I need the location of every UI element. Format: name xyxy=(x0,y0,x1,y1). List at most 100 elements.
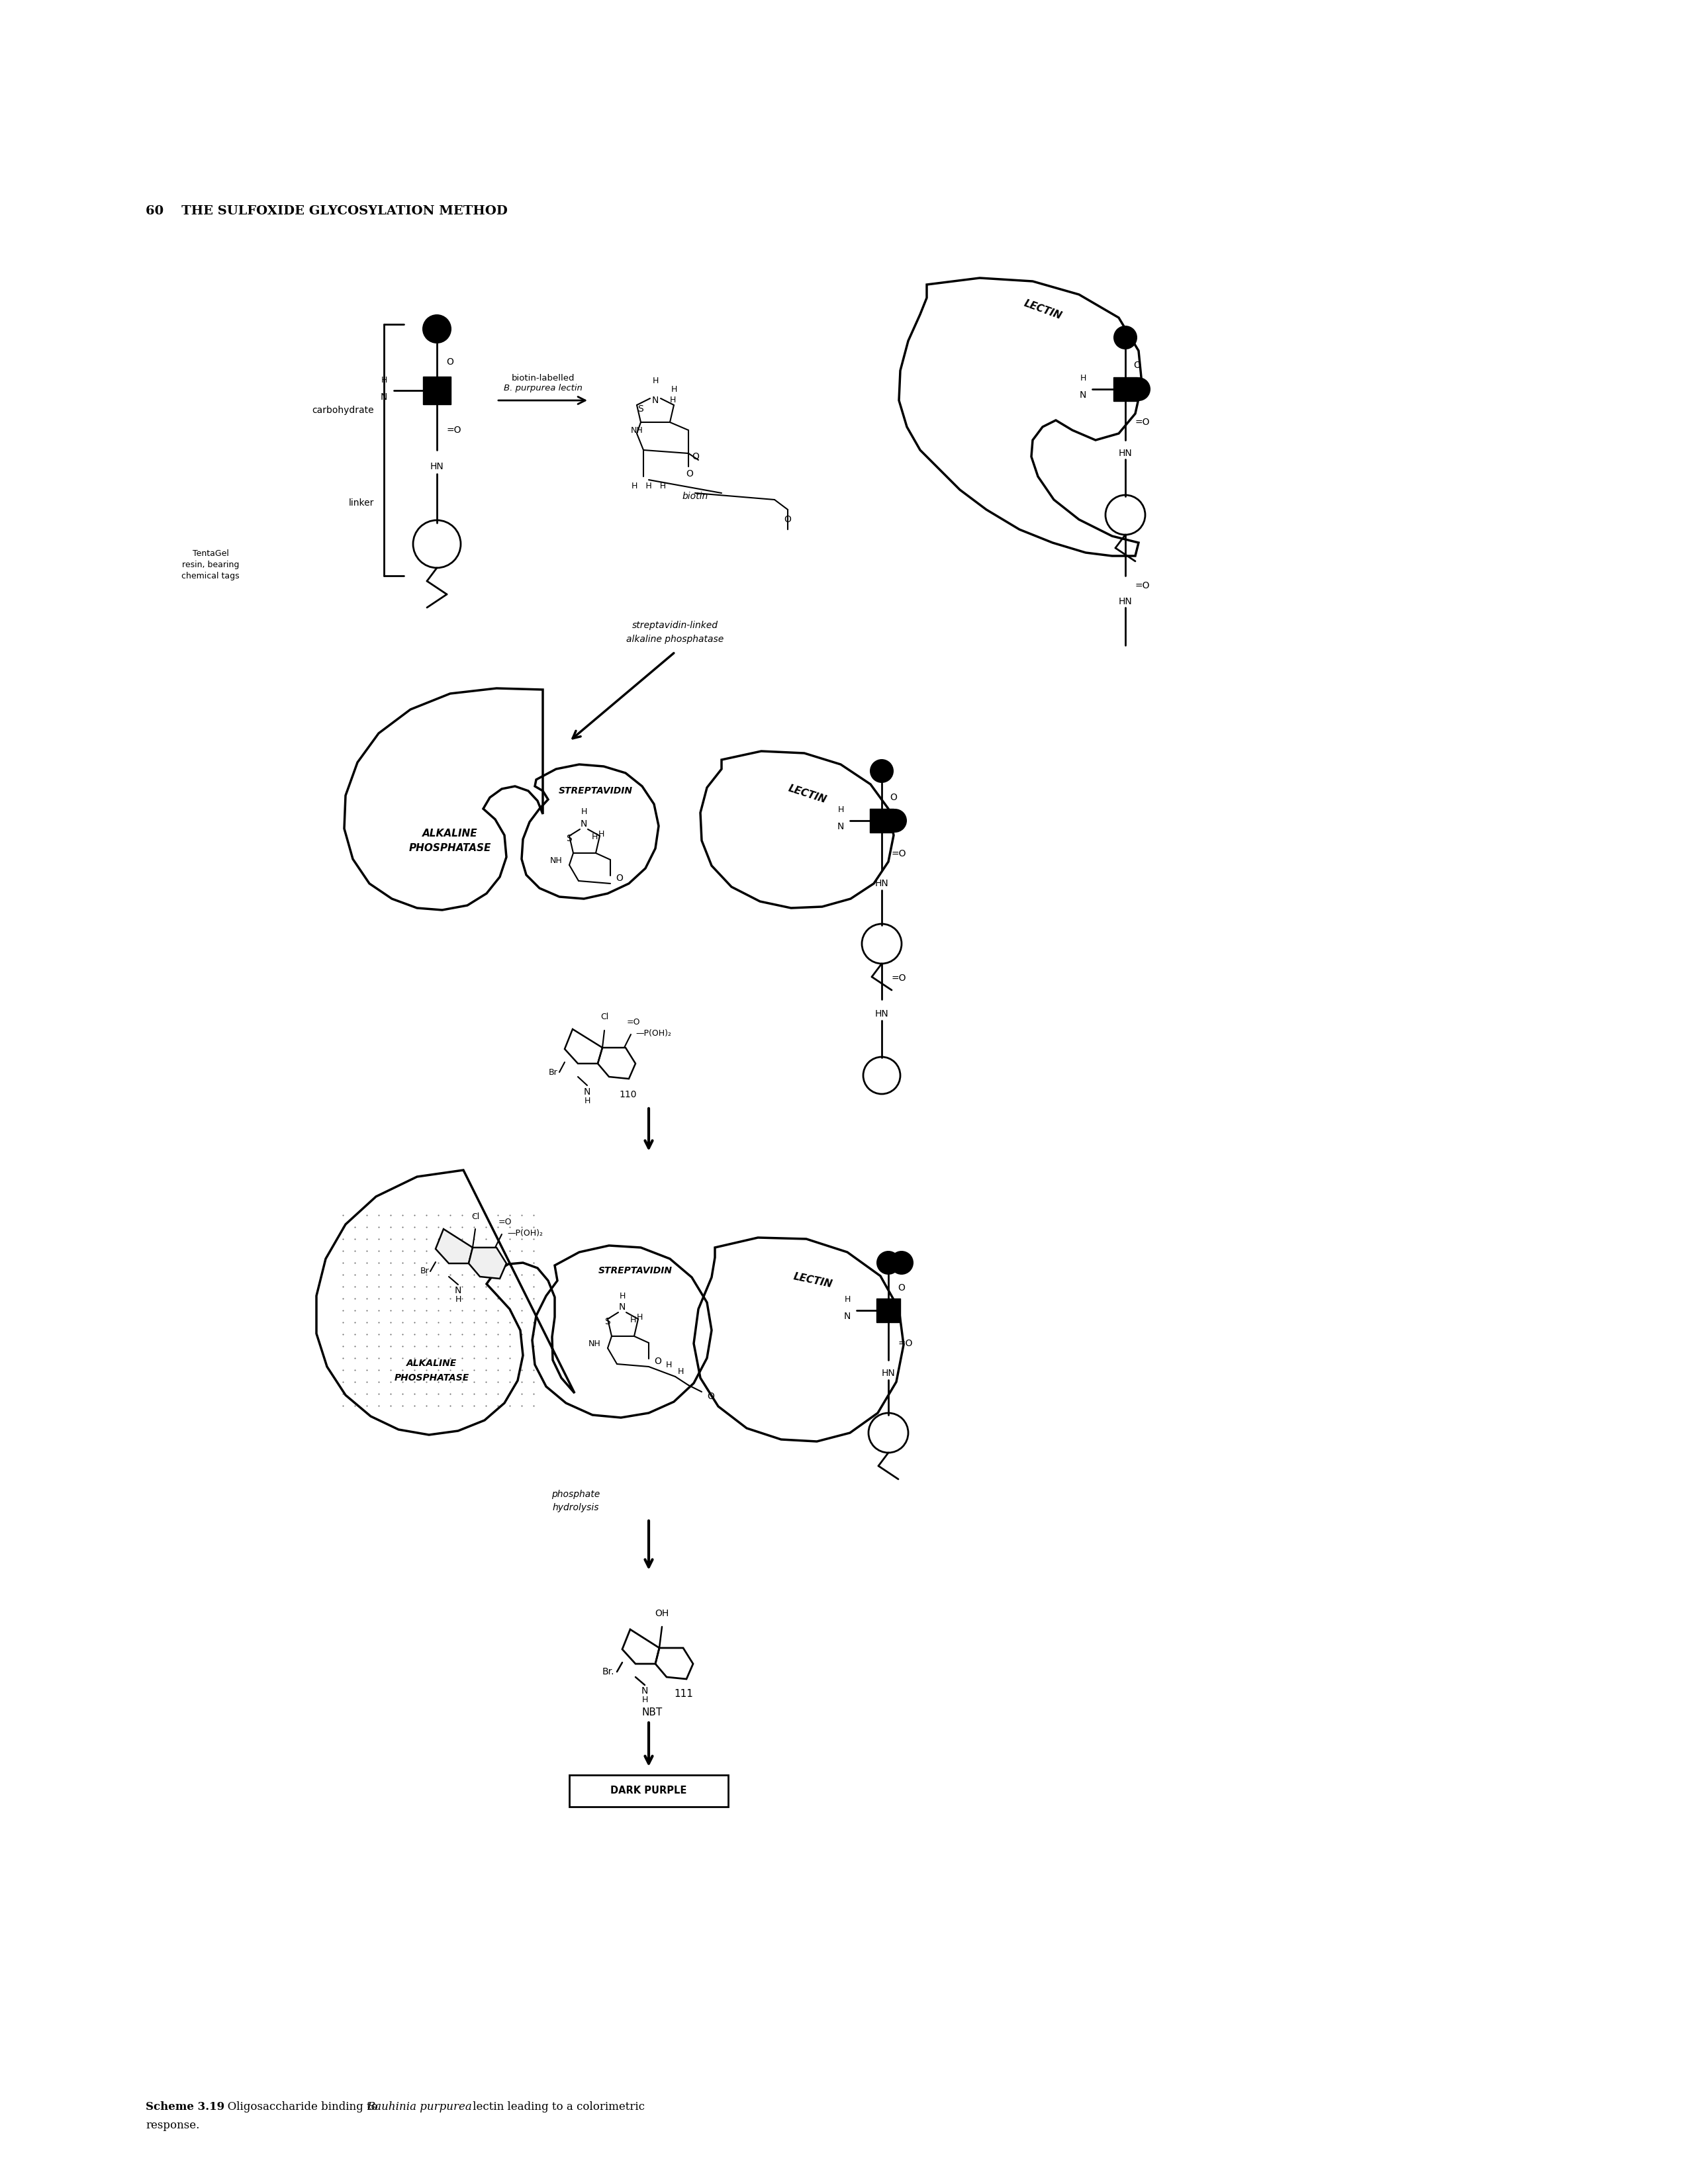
Text: 110: 110 xyxy=(619,1090,636,1099)
Text: LECTIN: LECTIN xyxy=(787,784,829,806)
Text: HN: HN xyxy=(874,878,888,889)
Polygon shape xyxy=(436,1230,473,1262)
Text: H: H xyxy=(636,1313,643,1321)
Text: H: H xyxy=(665,1361,672,1369)
Text: Cl: Cl xyxy=(471,1212,479,1221)
Text: PHOSPHATASE: PHOSPHATASE xyxy=(393,1374,469,1382)
Circle shape xyxy=(890,1251,913,1275)
Circle shape xyxy=(869,760,893,782)
Text: DARK PURPLE: DARK PURPLE xyxy=(611,1787,687,1795)
Text: biotin-labelled: biotin-labelled xyxy=(511,373,574,382)
Text: LECTIN: LECTIN xyxy=(1023,299,1063,321)
Text: ALKALINE: ALKALINE xyxy=(422,830,478,839)
Text: N: N xyxy=(380,393,387,402)
Text: =O: =O xyxy=(498,1219,511,1227)
Text: S: S xyxy=(567,834,572,843)
Text: H: H xyxy=(381,376,387,384)
Text: H: H xyxy=(837,806,844,815)
Text: N: N xyxy=(584,1088,591,1096)
Text: Br.: Br. xyxy=(603,1666,614,1677)
Text: S: S xyxy=(604,1317,611,1326)
Text: response.: response. xyxy=(145,2121,199,2132)
Text: carbohydrate: carbohydrate xyxy=(312,406,375,415)
Text: ALKALINE: ALKALINE xyxy=(407,1358,457,1367)
Circle shape xyxy=(876,1251,900,1275)
Text: =O: =O xyxy=(898,1339,913,1348)
Text: LECTIN: LECTIN xyxy=(792,1271,834,1289)
Text: H: H xyxy=(844,1295,851,1304)
Text: Br: Br xyxy=(549,1068,559,1077)
Bar xyxy=(876,1299,900,1321)
Text: biotin: biotin xyxy=(682,491,707,500)
Text: O: O xyxy=(692,452,699,461)
Text: OH: OH xyxy=(655,1610,668,1618)
Text: N: N xyxy=(454,1286,461,1295)
Text: O: O xyxy=(1133,360,1141,369)
Text: 111: 111 xyxy=(674,1688,694,1699)
Text: HN: HN xyxy=(1119,596,1133,607)
Text: H: H xyxy=(670,384,677,393)
Text: NH: NH xyxy=(631,426,643,435)
Text: N: N xyxy=(581,819,587,828)
Text: H: H xyxy=(619,1293,625,1302)
Text: S: S xyxy=(638,404,643,413)
Text: HN: HN xyxy=(1119,448,1133,459)
Text: N: N xyxy=(844,1313,851,1321)
Text: O: O xyxy=(653,1356,662,1365)
Text: Oligosaccharide binding to: Oligosaccharide binding to xyxy=(218,2101,381,2112)
Text: H: H xyxy=(670,395,675,404)
Text: O: O xyxy=(707,1391,714,1402)
Text: =O: =O xyxy=(891,850,906,858)
Text: NBT: NBT xyxy=(641,1708,662,1717)
Text: Br: Br xyxy=(420,1267,429,1275)
Text: =O: =O xyxy=(1134,417,1150,426)
Text: alkaline phosphatase: alkaline phosphatase xyxy=(626,636,724,644)
Text: O: O xyxy=(685,470,694,478)
Text: N: N xyxy=(1080,391,1087,400)
Text: H: H xyxy=(652,376,658,384)
Text: H: H xyxy=(581,808,587,817)
Text: H: H xyxy=(598,830,604,839)
Text: lectin leading to a colorimetric: lectin leading to a colorimetric xyxy=(469,2101,645,2112)
Text: linker: linker xyxy=(349,498,375,507)
Polygon shape xyxy=(469,1247,506,1278)
Text: 60    THE SULFOXIDE GLYCOSYLATION METHOD: 60 THE SULFOXIDE GLYCOSYLATION METHOD xyxy=(145,205,508,216)
Bar xyxy=(1114,378,1138,402)
Text: H   H   H: H H H xyxy=(631,483,667,491)
Text: streptavidin-linked: streptavidin-linked xyxy=(633,620,717,629)
Text: O: O xyxy=(898,1284,905,1293)
Text: STREPTAVIDIN: STREPTAVIDIN xyxy=(599,1267,672,1275)
Text: NH: NH xyxy=(589,1339,601,1348)
Circle shape xyxy=(883,808,906,832)
Text: =O: =O xyxy=(1134,581,1150,590)
Text: —P(OH)₂: —P(OH)₂ xyxy=(506,1230,544,1238)
Text: H: H xyxy=(456,1295,461,1304)
Text: NH: NH xyxy=(550,856,562,865)
Circle shape xyxy=(422,314,451,343)
Text: N: N xyxy=(837,821,844,832)
Circle shape xyxy=(1114,325,1138,349)
Text: PHOSPHATASE: PHOSPHATASE xyxy=(408,843,491,854)
Text: Cl: Cl xyxy=(601,1013,608,1022)
Text: HN: HN xyxy=(881,1369,895,1378)
Text: HN: HN xyxy=(430,463,444,472)
Text: N: N xyxy=(652,395,658,404)
Text: H: H xyxy=(1080,373,1085,382)
Bar xyxy=(424,376,451,404)
Text: =O: =O xyxy=(626,1018,640,1026)
Text: H: H xyxy=(641,1695,648,1704)
Text: H: H xyxy=(584,1096,591,1105)
Bar xyxy=(569,1776,728,1806)
Text: H: H xyxy=(677,1367,684,1376)
Text: hydrolysis: hydrolysis xyxy=(552,1503,599,1511)
Text: H: H xyxy=(591,832,598,841)
Circle shape xyxy=(1126,378,1151,402)
Text: B. purpurea lectin: B. purpurea lectin xyxy=(503,384,582,393)
Text: O: O xyxy=(785,515,792,524)
Text: phosphate: phosphate xyxy=(552,1489,601,1498)
Text: HN: HN xyxy=(874,1009,888,1018)
Text: O: O xyxy=(446,358,454,367)
Text: =O: =O xyxy=(891,974,906,983)
Text: N: N xyxy=(641,1686,648,1695)
Text: STREPTAVIDIN: STREPTAVIDIN xyxy=(559,786,633,795)
